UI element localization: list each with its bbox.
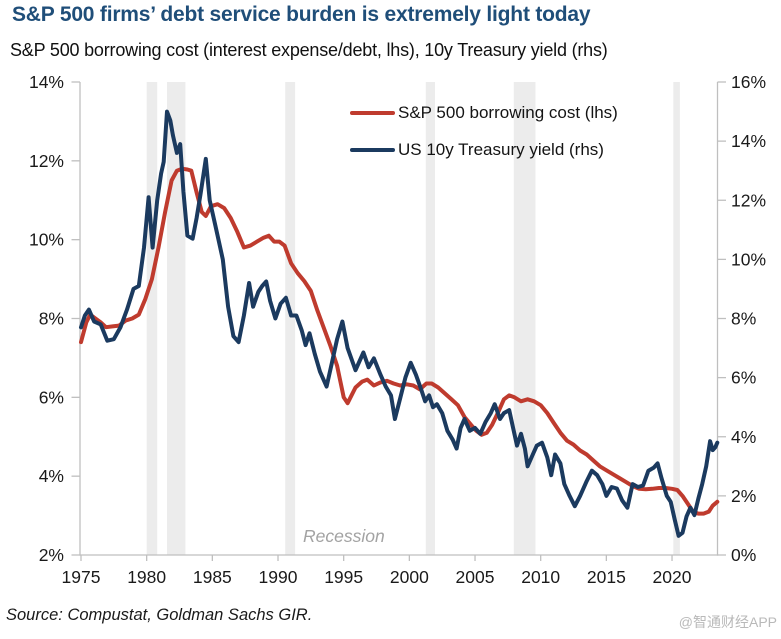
x-axis-tick-label: 1985 [193, 567, 232, 587]
x-axis-tick-label: 2010 [521, 567, 560, 587]
legend-item-borrowing-cost: S&P 500 borrowing cost (lhs) [350, 101, 618, 124]
legend-item-treasury-yield: US 10y Treasury yield (rhs) [350, 138, 618, 161]
left-axis-tick-label: 14% [29, 72, 64, 92]
left-axis-tick-label: 10% [29, 230, 64, 250]
x-axis-tick-label: 2000 [390, 567, 429, 587]
chart-subtitle: S&P 500 borrowing cost (interest expense… [10, 40, 608, 60]
x-axis-tick-label: 2005 [456, 567, 495, 587]
chart-legend: S&P 500 borrowing cost (lhs) US 10y Trea… [350, 101, 618, 161]
treasury-yield-line [79, 109, 720, 538]
recession-band [146, 82, 158, 555]
right-axis-tick-label: 14% [731, 131, 766, 151]
x-axis-tick-label: 1990 [259, 567, 298, 587]
left-axis-tick-label: 8% [39, 309, 64, 329]
left-axis-tick-label: 6% [39, 387, 64, 407]
right-axis-tick-label: 2% [731, 486, 756, 506]
watermark: @智通财经APP [678, 614, 777, 630]
right-axis-tick-label: 10% [731, 249, 766, 269]
right-axis-tick-label: 4% [731, 427, 756, 447]
left-axis-tick-label: 2% [39, 545, 64, 565]
left-axis-tick-label: 12% [29, 151, 64, 171]
x-axis-tick-label: 2020 [653, 567, 692, 587]
legend-label-treasury-yield: US 10y Treasury yield (rhs) [398, 139, 604, 159]
legend-label-borrowing-cost: S&P 500 borrowing cost (lhs) [398, 102, 618, 122]
right-axis-tick-label: 8% [731, 309, 756, 329]
right-axis-tick-label: 6% [731, 368, 756, 388]
right-axis-tick-label: 12% [731, 190, 766, 210]
recession-band [167, 82, 186, 555]
left-axis-tick-label: 4% [39, 466, 64, 486]
right-axis-tick-label: 0% [731, 545, 756, 565]
page-title: S&P 500 firms’ debt service burden is ex… [12, 3, 591, 26]
recession-band [425, 82, 435, 555]
recession-band [285, 82, 296, 555]
x-axis-tick-label: 1975 [62, 567, 101, 587]
x-axis-tick-label: 2015 [587, 567, 626, 587]
recession-label: Recession [303, 526, 385, 546]
right-axis-tick-label: 16% [731, 72, 766, 92]
borrowing-cost-line [79, 166, 720, 516]
source-note: Source: Compustat, Goldman Sachs GIR. [6, 606, 313, 624]
borrowing-cost-line-swatch [350, 110, 395, 115]
x-axis-tick-label: 1980 [127, 567, 166, 587]
treasury-yield-line-swatch [350, 147, 395, 152]
x-axis-tick-label: 1995 [324, 567, 363, 587]
recession-band [673, 82, 680, 555]
